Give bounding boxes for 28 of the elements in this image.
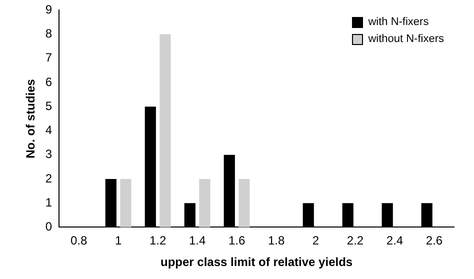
y-tick-label: 6 bbox=[45, 74, 52, 89]
x-tick-label: 1.4 bbox=[188, 234, 206, 248]
y-tick-label: 0 bbox=[45, 220, 52, 234]
y-tick-label: 5 bbox=[45, 98, 52, 113]
y-tick-label: 3 bbox=[45, 147, 52, 162]
x-axis-title: upper class limit of relative yields bbox=[160, 255, 353, 270]
y-axis-title: No. of studies bbox=[24, 78, 38, 158]
x-tick-label: 2.4 bbox=[386, 234, 404, 248]
bar bbox=[199, 178, 210, 228]
x-tick-label: 1.2 bbox=[149, 234, 166, 248]
x-tick-label: 1.6 bbox=[228, 234, 246, 248]
y-tick-label: 9 bbox=[45, 2, 52, 17]
y-tick-label: 7 bbox=[45, 50, 52, 65]
bar bbox=[160, 34, 171, 228]
legend-label: with N-fixers bbox=[368, 15, 429, 30]
x-tick-label: 1 bbox=[114, 234, 122, 248]
x-tick-label: 0.8 bbox=[70, 234, 88, 248]
y-tick-label: 2 bbox=[45, 171, 52, 186]
y-tick-label: 4 bbox=[45, 123, 52, 138]
y-tick-label: 1 bbox=[45, 195, 52, 210]
y-tick-label: 8 bbox=[45, 26, 52, 41]
bar bbox=[238, 178, 250, 228]
x-tick-label: 2.6 bbox=[426, 234, 443, 248]
x-tick-label: 2.2 bbox=[346, 234, 364, 248]
bar bbox=[120, 178, 132, 228]
x-tick-label: 2 bbox=[312, 234, 320, 248]
x-tick-label: 1.8 bbox=[268, 234, 285, 248]
legend-label: without N-fixers bbox=[368, 32, 444, 47]
